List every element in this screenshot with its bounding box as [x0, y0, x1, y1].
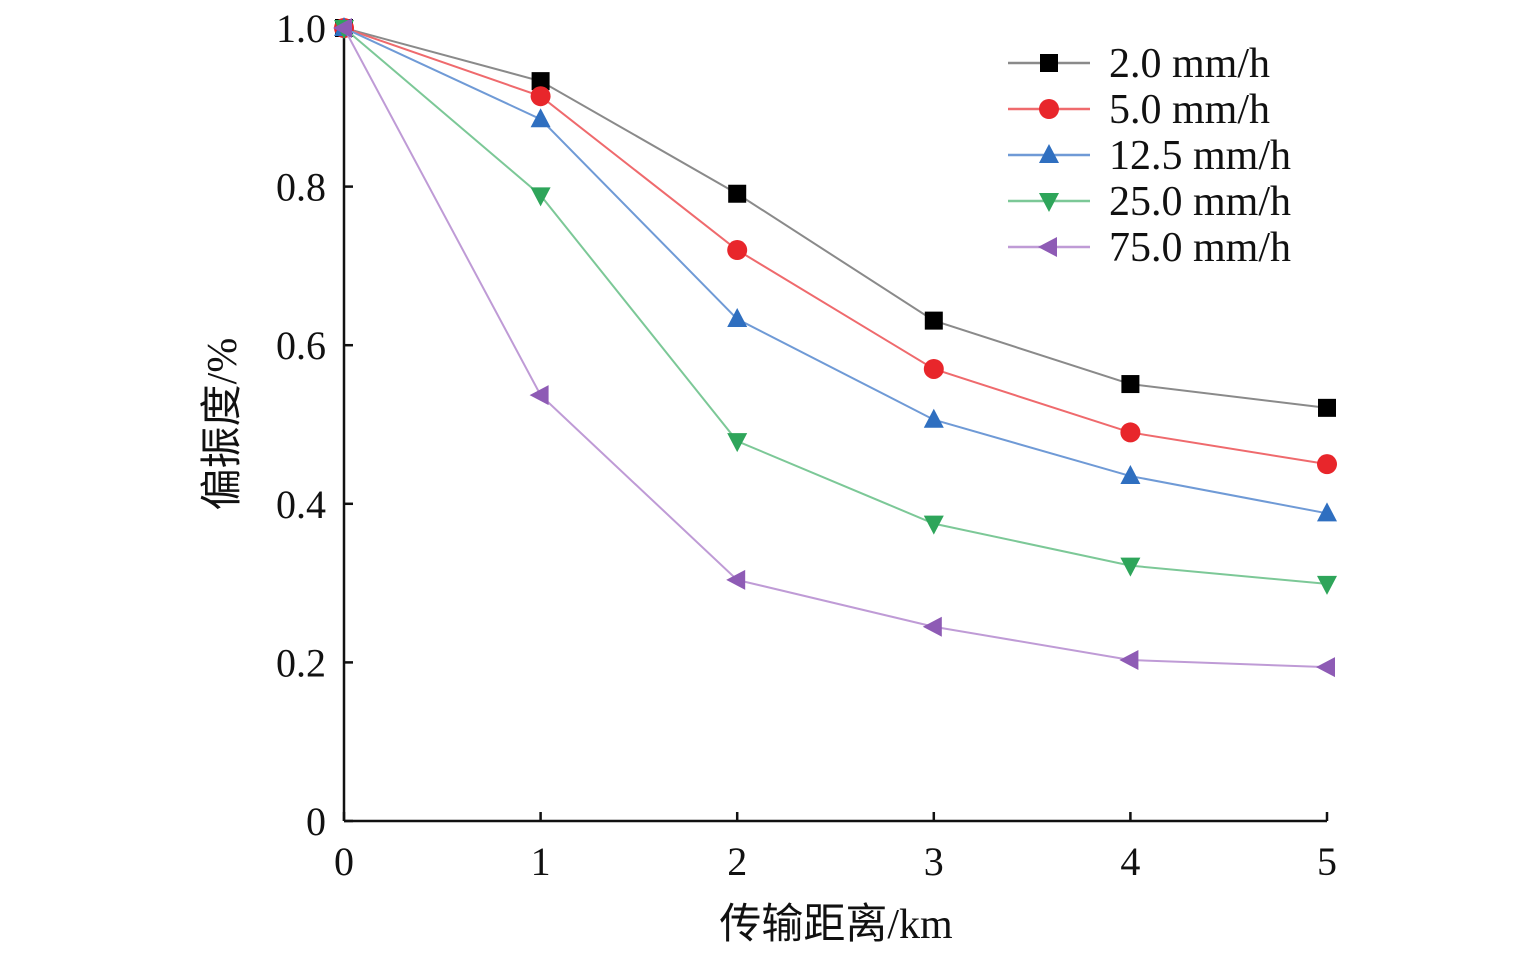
- x-tick-label: 4: [1120, 839, 1140, 884]
- legend: 2.0 mm/h5.0 mm/h12.5 mm/h25.0 mm/h75.0 m…: [1008, 41, 1291, 271]
- series-25-0-mm-h: [334, 20, 1337, 595]
- x-tick-label: 3: [924, 839, 944, 884]
- x-tick-label: 5: [1317, 839, 1337, 884]
- data-point: [1317, 502, 1337, 522]
- legend-marker: [1039, 99, 1059, 119]
- data-point: [924, 311, 943, 330]
- legend-marker: [1040, 54, 1058, 72]
- legend-item: 2.0 mm/h: [1008, 41, 1270, 87]
- data-point: [922, 616, 942, 637]
- data-point: [530, 187, 551, 207]
- data-point: [1317, 454, 1337, 475]
- x-tick-label: 0: [334, 839, 354, 884]
- y-tick-label: 0.4: [276, 482, 326, 527]
- data-point: [726, 569, 746, 590]
- y-tick-label: 0.2: [276, 640, 326, 685]
- data-point: [727, 433, 748, 453]
- series-2-0-mm-h: [335, 19, 1336, 417]
- legend-marker: [1039, 144, 1059, 163]
- y-tick-label: 0: [306, 799, 326, 844]
- series-line: [343, 27, 1328, 466]
- series-75-0-mm-h: [333, 18, 1335, 678]
- x-tick-label: 2: [727, 839, 747, 884]
- series-line: [343, 27, 1328, 585]
- data-point: [1317, 575, 1337, 595]
- data-point: [1318, 398, 1336, 417]
- legend-item: 12.5 mm/h: [1008, 133, 1291, 179]
- data-point: [923, 358, 944, 379]
- series-line: [343, 27, 1328, 409]
- legend-marker: [1038, 237, 1057, 257]
- series-group: [333, 17, 1337, 678]
- data-point: [530, 108, 551, 128]
- data-point: [529, 385, 549, 406]
- legend-item: 25.0 mm/h: [1008, 179, 1291, 225]
- legend-label: 12.5 mm/h: [1109, 133, 1291, 179]
- legend-label: 2.0 mm/h: [1109, 41, 1270, 87]
- data-point: [1120, 465, 1141, 485]
- y-tick-label: 1.0: [276, 6, 326, 51]
- legend-item: 5.0 mm/h: [1008, 87, 1270, 133]
- data-point: [1120, 557, 1141, 577]
- axes: 0 1 2 3 4 5 0 0.2 0.4 0.6 0.8 1.0: [276, 6, 1337, 884]
- series-line: [343, 27, 1328, 515]
- data-point: [727, 240, 748, 261]
- data-point: [333, 18, 352, 38]
- data-point: [923, 408, 944, 428]
- data-point: [1121, 375, 1140, 394]
- data-point: [530, 86, 551, 107]
- series-line: [343, 27, 1328, 669]
- series-5-0-mm-h: [334, 18, 1337, 475]
- data-point: [1119, 650, 1139, 671]
- y-tick-label: 0.6: [276, 323, 326, 368]
- data-point: [1120, 422, 1141, 443]
- y-axis-label: 偏振度/%: [200, 338, 246, 511]
- legend-label: 25.0 mm/h: [1109, 179, 1291, 225]
- y-tick-label: 0.8: [276, 165, 326, 210]
- x-tick-label: 1: [531, 839, 551, 884]
- data-point: [923, 515, 944, 535]
- x-axis-label: 传输距离/km: [719, 901, 953, 948]
- legend-item: 75.0 mm/h: [1008, 225, 1291, 271]
- legend-label: 75.0 mm/h: [1109, 225, 1291, 271]
- data-point: [728, 184, 747, 203]
- data-point: [1316, 657, 1335, 678]
- legend-label: 5.0 mm/h: [1109, 87, 1270, 133]
- data-point: [727, 308, 748, 328]
- legend-marker: [1039, 193, 1059, 212]
- data-point: [531, 72, 550, 91]
